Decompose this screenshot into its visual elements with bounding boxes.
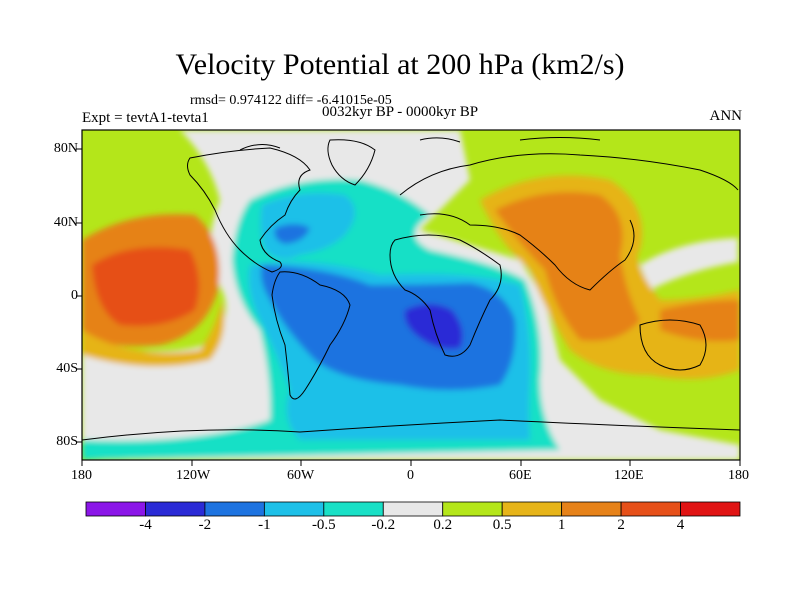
season-label: ANN — [709, 108, 743, 124]
negative-blue-patch — [274, 224, 310, 244]
lon-tick-label: 120E — [614, 468, 644, 483]
colorbar-box — [561, 501, 622, 517]
colorbar-label: 0.5 — [492, 517, 512, 533]
colorbar-box — [442, 501, 503, 517]
colorbar-label: 4 — [676, 517, 685, 533]
lon-tick-label: 180 — [728, 468, 749, 483]
lon-tick-label: 0 — [407, 468, 414, 483]
positive-pacific-east-orange — [660, 300, 740, 342]
colorbar-label: -0.2 — [371, 517, 396, 533]
lat-tick-label: 80N — [53, 141, 78, 156]
colorbar-label: 1 — [557, 517, 566, 533]
velocity-potential-field — [82, 130, 740, 460]
chart-title: Velocity Potential at 200 hPa (km2/s) — [175, 48, 625, 81]
lon-tick-label: 60W — [287, 468, 315, 483]
lat-tick-label: 40S — [56, 361, 78, 376]
lat-tick-label: 40N — [53, 215, 78, 230]
lat-tick-label: 80S — [56, 434, 78, 449]
colorbar-label: -1 — [258, 517, 271, 533]
colorbar-box — [620, 501, 681, 517]
stats-line: rmsd= 0.974122 diff= -6.41015e-05 — [190, 93, 392, 108]
lon-tick-label: 60E — [509, 468, 532, 483]
lon-tick-label: 180 — [71, 468, 92, 483]
positive-pacific-yellow — [82, 300, 225, 367]
colorbar-label: -4 — [139, 517, 152, 533]
axis-ticks — [76, 148, 741, 466]
colorbar-box — [501, 501, 563, 517]
colorbar — [85, 501, 741, 517]
coastlines — [82, 137, 740, 441]
colorbar-box — [323, 501, 384, 517]
period-label: 0032kyr BP - 0000kyr BP — [322, 104, 479, 120]
lon-tick-label: 120W — [176, 468, 211, 483]
neutral-zone-east — [640, 238, 738, 290]
negative-blue-zone — [261, 265, 516, 390]
colorbar-label: 0.2 — [433, 517, 453, 533]
positive-asia-orange — [495, 192, 640, 341]
colorbar-box — [382, 501, 444, 517]
colorbar-box — [204, 501, 265, 517]
colorbar-label: -0.5 — [311, 517, 336, 533]
experiment-label: Expt = tevtA1-tevta1 — [82, 110, 209, 126]
colorbar-box — [263, 501, 325, 517]
colorbar-label: -2 — [198, 517, 212, 533]
lat-tick-label: 0 — [71, 288, 78, 303]
colorbar-box — [680, 501, 741, 517]
colorbar-box — [85, 501, 146, 517]
positive-pacific-red — [92, 247, 199, 326]
colorbar-label: 2 — [617, 517, 625, 533]
colorbar-box — [145, 501, 206, 517]
